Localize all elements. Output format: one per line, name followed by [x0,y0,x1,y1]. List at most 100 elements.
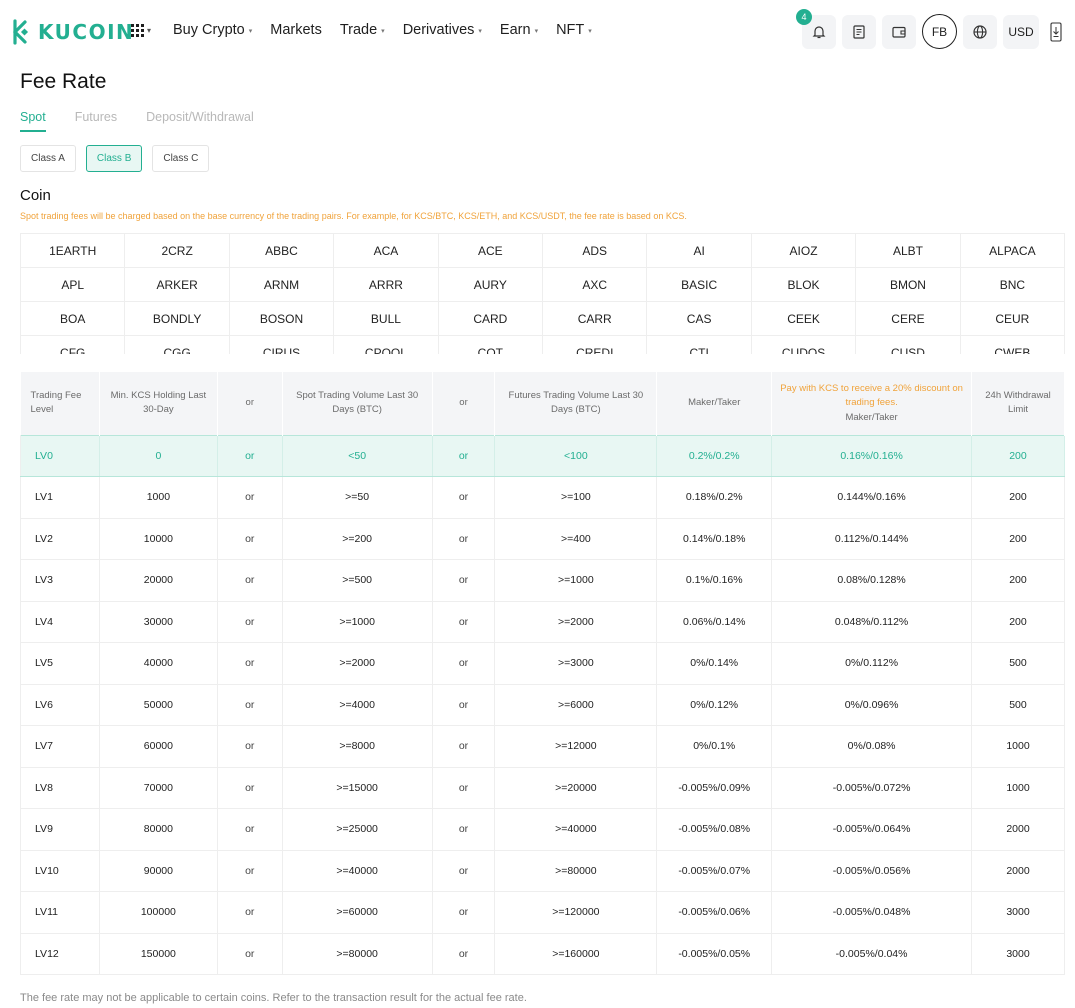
coin-item[interactable]: CERE [856,302,961,336]
coin-row: 1EARTH 2CRZ ABBC ACA ACE ADS AI AIOZ ALBT ALPACA [21,234,1065,268]
coin-item[interactable]: BULL [334,302,439,336]
coin-item[interactable]: BNC [960,268,1065,302]
coin-item[interactable]: AIOZ [751,234,857,268]
apps-menu-button[interactable]: ▾ [131,24,151,37]
coin-item[interactable]: CGG [125,336,230,354]
nav-item-derivatives[interactable]: Derivatives ▾ [403,22,482,38]
chevron-down-icon: ▾ [147,26,152,35]
coin-item[interactable]: CREDI [543,336,648,354]
coin-item[interactable]: CARD [438,302,544,336]
globe-icon [973,24,987,39]
coin-item[interactable]: CEEK [751,302,857,336]
futures-volume-cell: >=120000 [494,891,658,934]
coin-item[interactable]: ARRR [334,268,439,302]
spot-volume-cell: >=40000 [282,850,433,892]
language-button[interactable] [963,14,997,49]
tab-futures[interactable]: Futures [74,110,118,124]
coin-item[interactable]: ALPACA [960,234,1065,268]
kcs-holding-cell: 90000 [99,850,218,892]
coin-item[interactable]: 2CRZ [125,234,230,268]
coin-item[interactable]: CEUR [960,302,1065,336]
coin-item[interactable]: AXC [543,268,648,302]
nav-item-earn[interactable]: Earn ▾ [500,22,538,38]
coin-list[interactable]: 1EARTH 2CRZ ABBC ACA ACE ADS AI AIOZ ALBT ALPACA A… [20,233,1065,354]
kcs-discount-cell: 0.144%/0.16% [771,476,972,519]
class-b-button[interactable]: Class B [85,145,143,172]
orders-button[interactable] [842,14,876,49]
coin-item[interactable]: COT [439,336,544,354]
coin-item[interactable]: CWEB [961,336,1065,354]
col-header-withdrawal-limit: 24h Withdrawal Limit [971,372,1066,435]
nav-item-markets[interactable]: Markets [270,22,322,38]
coin-item[interactable]: ACA [334,234,439,268]
coin-item[interactable]: ALBT [856,234,961,268]
coin-item[interactable]: CUSD [856,336,961,354]
or-cell: or [432,808,496,851]
class-c-button[interactable]: Class C [152,145,210,172]
spot-volume-cell: >=1000 [282,601,433,643]
kcs-discount-note: Pay with KCS to receive a 20% discount o… [780,382,963,409]
nav-item-trade[interactable]: Trade ▾ [340,22,385,38]
level-cell: LV4 [20,601,100,643]
coin-item[interactable]: AURY [438,268,544,302]
coin-item[interactable]: CUDOS [752,336,857,354]
maker-taker-cell: -0.005%/0.09% [656,767,773,809]
coin-item[interactable]: APL [21,268,126,302]
withdrawal-limit-cell: 200 [971,434,1066,477]
fee-table-body: LV0 0 or <50 or <100 0.2%/0.2% 0.16%/0.16% 200 LV… [20,434,1066,975]
coin-item[interactable]: BOSON [229,302,335,336]
download-app-button[interactable] [1045,15,1067,49]
user-avatar[interactable]: FB [922,14,957,49]
futures-volume-cell: >=20000 [494,767,658,809]
coin-item[interactable]: BLOK [751,268,857,302]
coin-item[interactable]: ADS [543,234,648,268]
download-icon [1050,21,1062,42]
level-cell: LV11 [20,891,100,934]
kcs-discount-cell: 0%/0.08% [771,725,972,768]
class-a-button[interactable]: Class A [20,145,76,172]
coin-item[interactable]: CAS [647,302,752,336]
col-header-spot-volume: Spot Trading Volume Last 30 Days (BTC) [282,372,433,435]
coin-item[interactable]: BASIC [647,268,752,302]
futures-volume-cell: >=12000 [494,725,658,768]
futures-volume-cell: >=100 [494,476,658,519]
withdrawal-limit-cell: 200 [971,559,1066,602]
coin-item[interactable]: BOA [21,302,126,336]
tab-deposit-withdrawal[interactable]: Deposit/Withdrawal [146,110,254,124]
currency-button[interactable]: USD [1003,14,1039,49]
coin-item[interactable]: ARNM [229,268,335,302]
or-cell: or [432,767,496,809]
coin-item[interactable]: ACE [438,234,544,268]
nav-item-buy-crypto[interactable]: Buy Crypto ▾ [173,22,252,38]
level-cell: LV3 [20,559,100,602]
kucoin-logo[interactable]: KUCOIN [8,18,134,46]
notifications-button[interactable]: 4 [796,8,836,49]
wallet-icon [892,26,906,38]
coin-item[interactable]: 1EARTH [21,234,126,268]
nav-item-nft[interactable]: NFT ▾ [556,22,592,38]
coin-item[interactable]: CTI [647,336,752,354]
coin-row: CFG CGG CIRUS CPOOL COT CREDI CTI CUDOS CUSD CWEB [21,336,1065,354]
coin-item[interactable]: BONDLY [125,302,230,336]
coin-item[interactable]: AI [647,234,752,268]
fee-row-lv12: LV12 150000 or >=80000 or >=160000 -0.005%/0.0… [20,933,1066,975]
coin-item[interactable]: CPOOL [334,336,439,354]
coin-item[interactable]: ABBC [229,234,335,268]
withdrawal-limit-cell: 1000 [971,725,1066,768]
coin-item[interactable]: CIRUS [230,336,335,354]
or-cell: or [432,559,496,602]
kcs-discount-cell: 0.048%/0.112% [771,601,972,643]
maker-taker-cell: 0.1%/0.16% [656,559,773,602]
coin-item[interactable]: CFG [21,336,126,354]
coin-item[interactable]: BMON [856,268,961,302]
tab-spot[interactable]: Spot [20,110,46,132]
or-cell: or [432,933,496,975]
wallet-button[interactable] [882,14,916,49]
withdrawal-limit-cell: 1000 [971,767,1066,809]
coin-item[interactable]: ARKER [125,268,230,302]
spot-volume-cell: >=50 [282,476,433,519]
futures-volume-cell: <100 [494,434,658,477]
kcs-holding-cell: 60000 [99,725,218,768]
fee-row-lv11: LV11 100000 or >=60000 or >=120000 -0.005%/0.0… [20,891,1066,934]
coin-item[interactable]: CARR [543,302,648,336]
